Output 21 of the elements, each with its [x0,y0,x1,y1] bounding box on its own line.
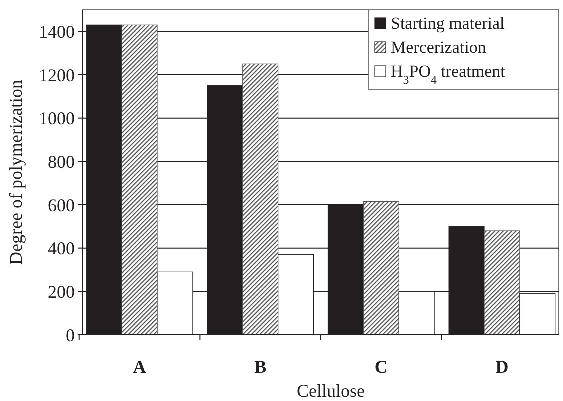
legend-label: Starting material [391,14,506,33]
x-tick-label: B [254,357,267,377]
y-tick-label: 200 [48,282,75,302]
legend-label: H$_{3}$PO$_{4}$ treatment [391,62,506,87]
y-tick-label: 1000 [39,108,75,129]
y-tick-label: 1200 [39,65,75,86]
bar [363,201,400,336]
y-axis-title: Degree of polymerization [6,80,26,265]
y-tick-label: 0 [66,325,75,346]
x-axis-title: Cellulose [297,381,366,401]
bar [122,24,158,336]
x-tick-label: C [374,357,388,377]
y-tick-label: 800 [48,152,75,172]
x-tick-label: D [496,357,509,377]
bar [484,230,520,336]
legend-label: Mercerization [391,38,487,57]
y-tick-label: 1400 [39,22,75,42]
y-tick-label: 600 [48,195,75,216]
y-tick-label: 400 [48,238,75,259]
x-tick-label: A [133,357,146,377]
bar [242,64,279,336]
